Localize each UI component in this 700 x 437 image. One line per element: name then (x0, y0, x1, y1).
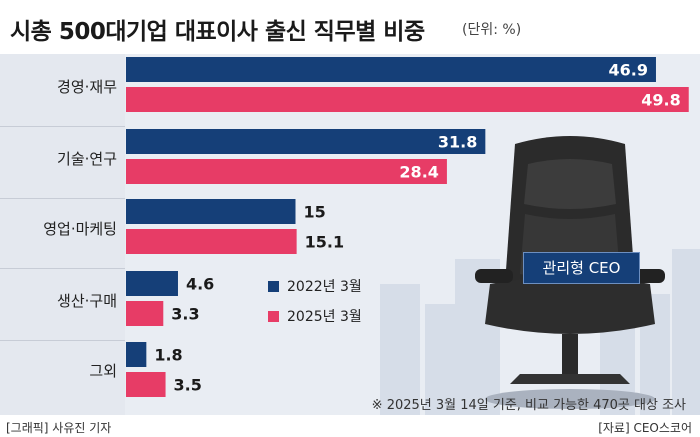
value-label-sales-2025: 15.1 (305, 233, 344, 252)
divider (0, 340, 125, 341)
bar-other-2025 (126, 372, 166, 397)
legend-item-2022: 2022년 3월 (268, 276, 362, 296)
chart-title: 시총 500대기업 대표이사 출신 직무별 비중 (10, 19, 425, 45)
bar-management-2022 (126, 57, 656, 82)
divider (0, 198, 125, 199)
value-label-management-2025: 49.8 (641, 91, 680, 110)
chart-panel: 경영·재무 기술·연구 영업·마케팅 생산·구매 그외 관리형 CEO 46.9… (0, 54, 700, 415)
value-label-other-2025: 3.5 (174, 376, 202, 395)
value-label-tech-2022: 31.8 (438, 133, 477, 152)
legend-item-2025: 2025년 3월 (268, 306, 362, 326)
legend-label-2025: 2025년 3월 (287, 309, 362, 325)
divider (0, 126, 125, 127)
category-label-management: 경영·재무 (57, 78, 117, 96)
ceo-type-badge: 관리형 CEO (523, 252, 640, 284)
header: 시총 500대기업 대표이사 출신 직무별 비중 (단위: %) (0, 0, 700, 54)
survey-note: ※ 2025년 3월 14일 기준, 비교 가능한 470곳 대상 조사 (371, 398, 686, 413)
bar-chart: 46.9 49.8 31.828.4 15 15.1 4.6 3.3 1.8 3.5 (126, 57, 689, 397)
bar-sales-2022 (126, 199, 296, 224)
legend-swatch-2025 (268, 311, 279, 322)
graphic-credit: [그래픽] 사유진 기자 (6, 421, 112, 435)
value-label-sales-2022: 15 (304, 203, 326, 222)
unit-label: (단위: %) (462, 22, 522, 38)
category-label-sales: 영업·마케팅 (43, 220, 117, 238)
bar-production-2022 (126, 271, 178, 296)
category-label-column: 경영·재무 기술·연구 영업·마케팅 생산·구매 그외 (0, 54, 125, 415)
bar-tech-2025 (126, 159, 447, 184)
category-label-tech: 기술·연구 (57, 150, 117, 168)
bar-production-2025 (126, 301, 164, 326)
bar-other-2022 (126, 342, 147, 367)
bar-tech-2022 (126, 129, 486, 154)
source-credit: [자료] CEO스코어 (598, 421, 692, 435)
value-label-tech-2025: 28.4 (399, 163, 438, 182)
category-label-production: 생산·구매 (57, 292, 117, 310)
bar-management-2025 (126, 87, 689, 112)
value-label-production-2022: 4.6 (186, 275, 214, 294)
bar-sales-2025 (126, 229, 297, 254)
footer: [그래픽] 사유진 기자 [자료] CEO스코어 (0, 415, 700, 437)
category-label-other: 그외 (89, 362, 117, 380)
legend-label-2022: 2022년 3월 (287, 279, 362, 295)
value-label-other-2022: 1.8 (154, 346, 182, 365)
legend-swatch-2022 (268, 281, 279, 292)
value-label-production-2025: 3.3 (171, 305, 199, 324)
divider (0, 268, 125, 269)
value-label-management-2022: 46.9 (608, 61, 647, 80)
